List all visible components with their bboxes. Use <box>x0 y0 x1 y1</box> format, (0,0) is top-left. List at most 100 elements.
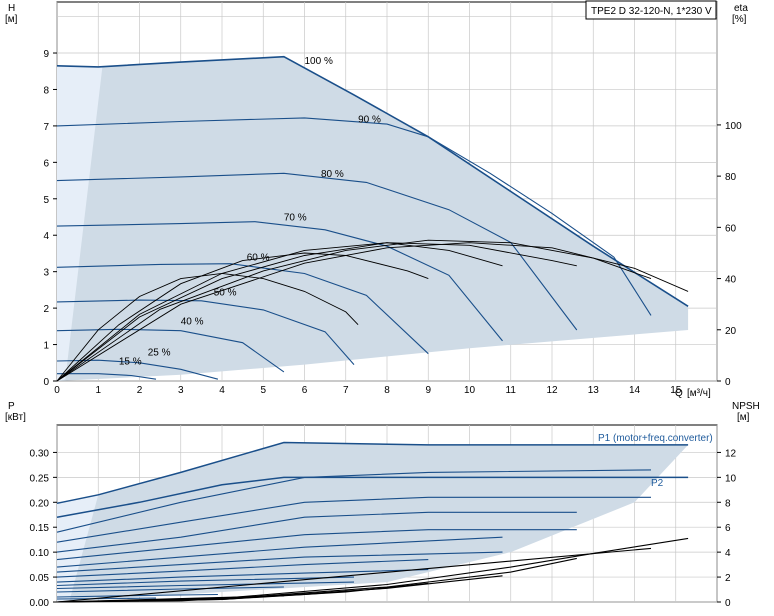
head-tick-label: 0 <box>43 377 49 388</box>
efficiency-curve-line <box>56 242 577 382</box>
operating-area-fill <box>57 56 689 381</box>
p2-annotation: P2 <box>651 478 664 489</box>
npsh-tick-label: 4 <box>725 548 731 559</box>
eta-tick-label: 60 <box>725 223 737 234</box>
flow-tick-label: 5 <box>260 385 266 396</box>
head-tick-label: 6 <box>43 158 49 169</box>
eta-axis-unit: [%] <box>732 14 747 25</box>
flow-tick-label: 14 <box>629 385 641 396</box>
head-curve-label: 100 % <box>305 56 333 67</box>
head-tick-label: 7 <box>43 122 49 133</box>
head-curve-label: 80 % <box>321 169 344 180</box>
power-curve-line <box>56 551 503 573</box>
power-curve-line <box>56 569 429 583</box>
power-curve-line <box>56 593 218 598</box>
power-axis-label: P <box>8 401 15 412</box>
power-curve-line <box>56 586 284 593</box>
power-curve-line <box>56 559 429 578</box>
head-curve-label: 40 % <box>181 317 204 328</box>
power-tick-label: 0.25 <box>30 473 50 484</box>
npsh-tick-label: 0 <box>725 598 731 609</box>
power-curve-line <box>56 529 577 561</box>
head-chart: 100 %90 %80 %70 %60 %50 %40 %25 %15 %0 1 2… <box>43 1 742 396</box>
efficiency-curve-line <box>56 239 652 382</box>
power-tick-label: 0.15 <box>30 523 50 534</box>
head-curve-line <box>56 359 219 380</box>
power-curve-line <box>56 581 355 590</box>
eta-tick-label: 80 <box>725 172 737 183</box>
flow-tick-label: 12 <box>546 385 558 396</box>
efficiency-curve-line <box>56 242 689 382</box>
npsh-tick-label: 10 <box>725 473 737 484</box>
power-curve-line <box>56 469 652 533</box>
flow-tick-label: 7 <box>343 385 349 396</box>
chart-title: TPE2 D 32-120-N, 1*230 V <box>591 6 712 17</box>
eta-tick-label: 40 <box>725 275 737 286</box>
flow-axis-unit: [м³/ч] <box>687 388 711 399</box>
eta-tick-label: 0 <box>725 377 731 388</box>
power-tick-label: 0.30 <box>30 448 50 459</box>
power-curve-line <box>56 511 577 553</box>
flow-tick-label: 15 <box>670 385 682 396</box>
power-curve-line <box>56 476 689 518</box>
head-curve-line <box>56 117 652 316</box>
power-curve-line <box>56 597 157 600</box>
efficiency-curve-line <box>56 242 503 382</box>
eta-axis-label: eta <box>734 3 748 14</box>
head-curve-label: 90 % <box>358 114 381 125</box>
flow-tick-label: 2 <box>137 385 143 396</box>
flow-tick-label: 13 <box>588 385 600 396</box>
flow-tick-label: 8 <box>384 385 390 396</box>
head-axis-label: H <box>8 3 15 14</box>
eta-tick-label: 100 <box>725 121 742 132</box>
flow-tick-label: 9 <box>425 385 431 396</box>
npsh-curve-line <box>56 595 284 603</box>
flow-tick-label: 4 <box>219 385 225 396</box>
head-curve-line <box>56 299 355 365</box>
head-tick-label: 1 <box>43 341 49 352</box>
flow-tick-label: 6 <box>302 385 308 396</box>
flow-axis-label: Q <box>675 388 683 399</box>
flow-tick-label: 3 <box>178 385 184 396</box>
npsh-tick-label: 8 <box>725 498 731 509</box>
power-tick-label: 0.00 <box>30 598 50 609</box>
head-curve-line <box>56 221 503 342</box>
power-tick-label: 0.10 <box>30 548 50 559</box>
head-tick-label: 9 <box>43 49 49 60</box>
npsh-tick-label: 2 <box>725 573 731 584</box>
power-curve-line <box>56 496 651 543</box>
npsh-curve-line <box>56 547 652 603</box>
p1-annotation: P1 (motor+freq.converter) <box>598 433 713 444</box>
title-box: TPE2 D 32-120-N, 1*230 V <box>585 0 717 20</box>
power-curve-line <box>56 441 689 505</box>
power-curve-line <box>56 576 355 587</box>
head-tick-label: 4 <box>43 231 49 242</box>
head-curve-label: 70 % <box>284 213 307 224</box>
head-curve-line <box>57 373 157 380</box>
flow-tick-label: 10 <box>464 385 476 396</box>
power-axis-unit: [кВт] <box>5 412 26 423</box>
npsh-axis-unit: [м] <box>737 412 750 423</box>
power-tick-label: 0.20 <box>30 498 50 509</box>
head-axis-unit: [м] <box>5 14 18 25</box>
head-curve-label: 15 % <box>119 357 142 368</box>
head-curve-line <box>56 55 689 307</box>
npsh-tick-label: 6 <box>725 523 731 534</box>
power-curve-line <box>56 536 503 568</box>
flow-tick-label: 0 <box>54 385 60 396</box>
flow-tick-label: 11 <box>506 385 517 396</box>
head-curve-line <box>56 263 429 355</box>
head-curve-label: 50 % <box>214 287 237 298</box>
npsh-axis-label: NPSH <box>732 401 760 412</box>
power-tick-label: 0.05 <box>30 573 50 584</box>
eta-tick-label: 20 <box>725 326 737 337</box>
npsh-tick-label: 12 <box>725 448 737 459</box>
head-curve-label: 25 % <box>148 347 171 358</box>
head-tick-label: 5 <box>43 195 49 206</box>
flow-tick-label: 1 <box>95 385 101 396</box>
head-tick-label: 2 <box>43 304 49 315</box>
head-tick-label: 8 <box>43 85 49 96</box>
head-tick-label: 3 <box>43 268 49 279</box>
